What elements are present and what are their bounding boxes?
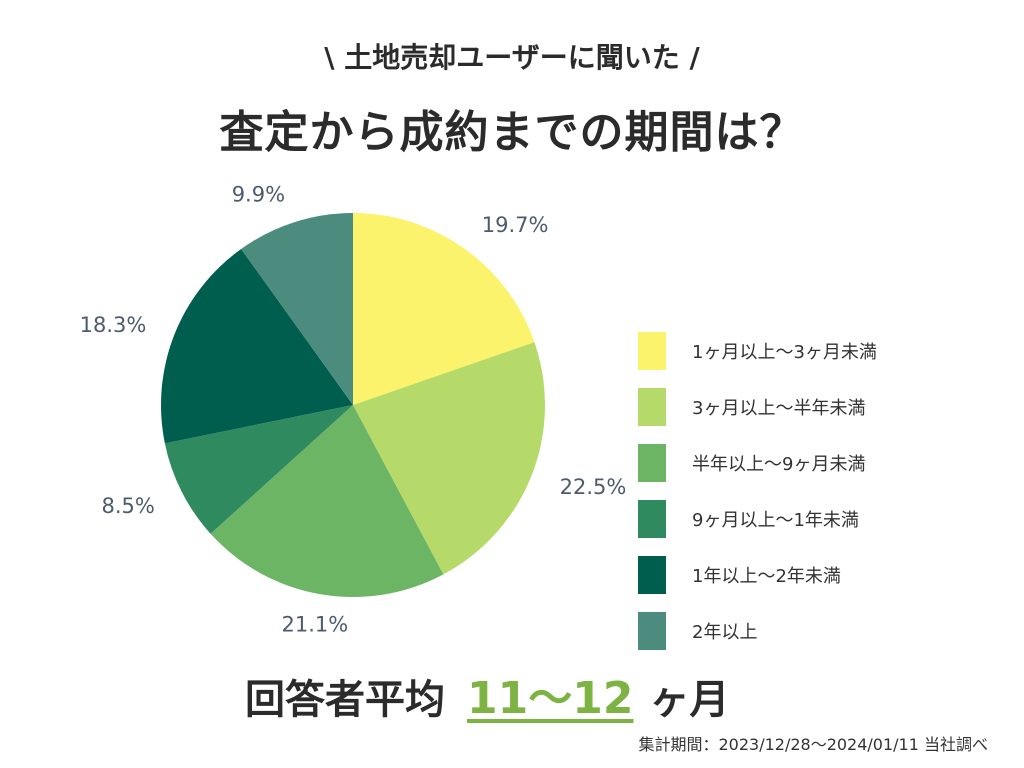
legend-swatch <box>638 388 666 426</box>
legend-item: 1ヶ月以上〜3ヶ月未満 <box>638 331 877 371</box>
slice-value-label: 8.5% <box>102 494 155 518</box>
chart-title: 査定から成約までの期間は？ <box>219 107 805 158</box>
pie-slice <box>241 213 353 405</box>
survey-subtitle: \ 土地売却ユーザーに聞いた / <box>324 41 700 74</box>
legend-label: 9ヶ月以上〜1年未満 <box>692 510 859 531</box>
legend-swatch <box>638 612 666 650</box>
pie-slice <box>161 248 353 444</box>
legend-item: 半年以上〜9ヶ月未満 <box>638 443 877 483</box>
average-summary: 回答者平均 11〜12 ヶ月 <box>245 662 729 726</box>
slice-value-label: 22.5% <box>560 475 627 499</box>
slice-value-label: 19.7% <box>482 213 549 237</box>
pie-slice <box>210 405 444 597</box>
average-value: 11〜12 <box>467 673 634 724</box>
legend-item: 2年以上 <box>638 611 877 651</box>
average-label: 回答者平均 <box>245 677 445 723</box>
survey-period-note: 集計期間：2023/12/28〜2024/01/11 当社調べ <box>638 735 988 754</box>
slice-value-label: 9.9% <box>232 183 285 207</box>
legend-label: 半年以上〜9ヶ月未満 <box>692 454 866 475</box>
legend-label: 2年以上 <box>692 622 758 643</box>
slice-value-label: 18.3% <box>80 313 147 337</box>
slice-value-label: 21.1% <box>281 613 348 637</box>
legend-label: 1年以上〜2年未満 <box>692 566 841 587</box>
legend-item: 1年以上〜2年未満 <box>638 555 877 595</box>
legend-label: 1ヶ月以上〜3ヶ月未満 <box>692 342 877 363</box>
legend-item: 3ヶ月以上〜半年未満 <box>638 387 877 427</box>
legend-swatch <box>638 444 666 482</box>
legend-swatch <box>638 332 666 370</box>
pie-slice <box>353 213 535 405</box>
legend-swatch <box>638 556 666 594</box>
chart-legend: 1ヶ月以上〜3ヶ月未満 3ヶ月以上〜半年未満 半年以上〜9ヶ月未満 9ヶ月以上〜… <box>638 331 877 667</box>
pie-slice <box>164 405 353 534</box>
legend-swatch <box>638 500 666 538</box>
pie-slice <box>353 342 545 575</box>
average-unit: ヶ月 <box>649 677 730 723</box>
legend-label: 3ヶ月以上〜半年未満 <box>692 398 866 419</box>
legend-item: 9ヶ月以上〜1年未満 <box>638 499 877 539</box>
